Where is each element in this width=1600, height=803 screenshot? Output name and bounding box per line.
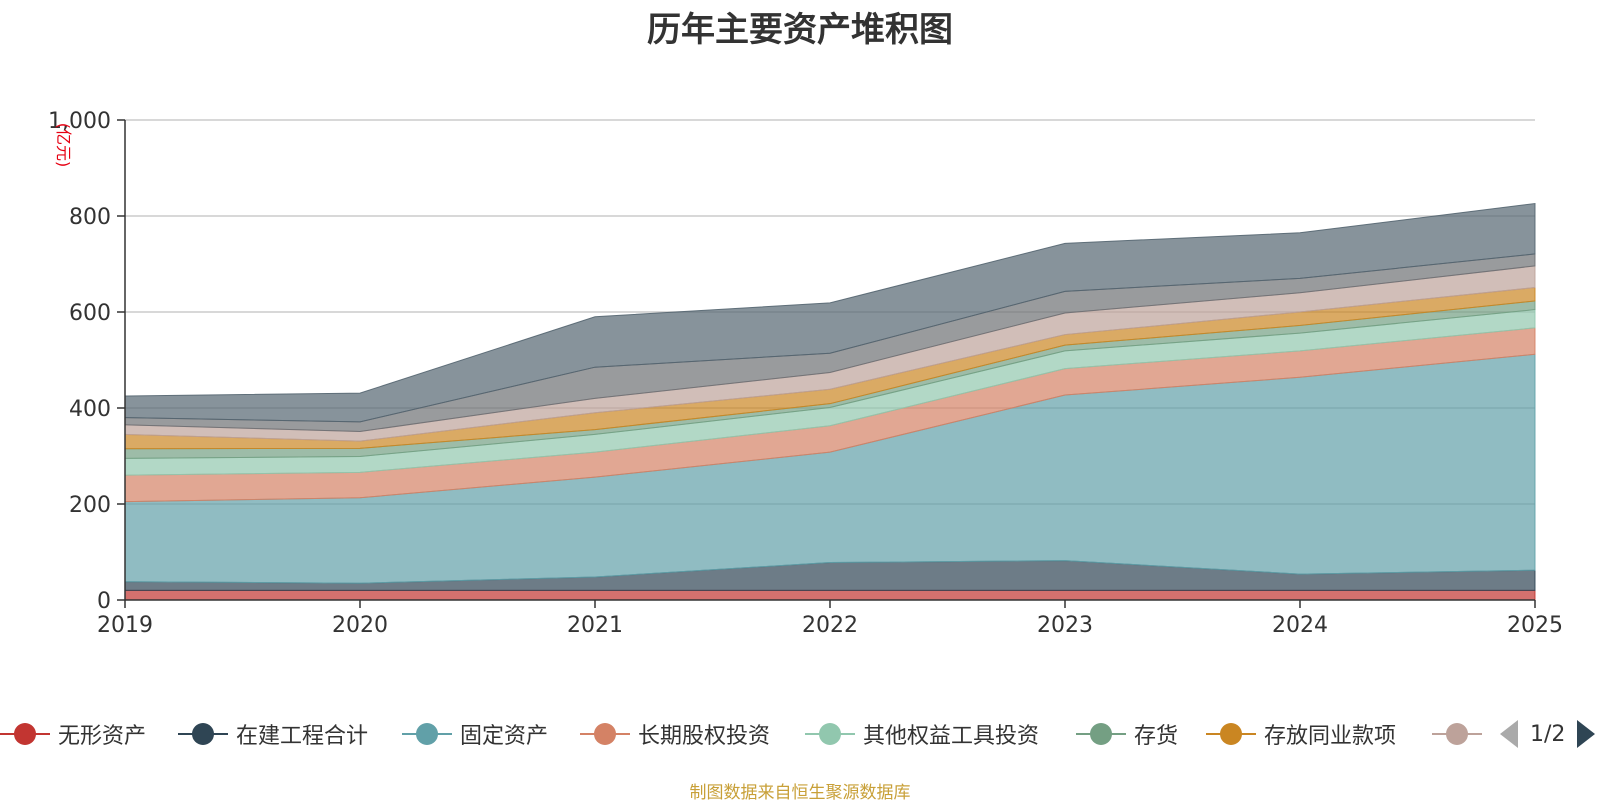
chart-title: 历年主要资产堆积图: [647, 10, 953, 50]
legend-dot: [14, 723, 36, 745]
y-tick-label-200: 200: [69, 493, 111, 518]
area-layer: [124, 202, 1536, 601]
legend-label: 固定资产: [460, 724, 549, 749]
legend-label: 其他权益工具投资: [863, 724, 1040, 749]
legend-label: 存放同业款项: [1264, 724, 1397, 749]
data-source-note: 制图数据来自恒生聚源数据库: [689, 783, 911, 803]
x-tick-label-2024: 2024: [1272, 613, 1328, 638]
y-tick-label-400: 400: [69, 397, 111, 422]
legend-label: 长期股权投资: [638, 724, 771, 749]
y-tick-label-0: 0: [97, 589, 111, 614]
legend-dot: [416, 723, 438, 745]
stacked-area-chart: 0 200 400 600 800 1,000 2019 2020 2021 2022 2023 20…: [48, 109, 1563, 638]
area-series-10: [124, 202, 1536, 423]
legend-item-interbank-deposits[interactable]: 存放同业款项: [1206, 714, 1396, 754]
axis-layer: 0 200 400 600 800 1,000 2019 2020 2021 2022 2023 20…: [48, 109, 1563, 638]
legend-item-other-equity-instruments[interactable]: 其他权益工具投资: [805, 714, 1039, 754]
legend-item-construction-in-progress[interactable]: 在建工程合计: [178, 714, 368, 754]
legend-dot: [1090, 723, 1112, 745]
legend-symbol: [805, 714, 855, 754]
y-axis-unit: (亿元): [54, 123, 73, 168]
legend-label: 存货: [1134, 724, 1179, 749]
x-tick-label-2023: 2023: [1037, 613, 1093, 638]
y-tick-label-800: 800: [69, 205, 111, 230]
legend-item-intangible-assets[interactable]: 无形资产: [0, 714, 146, 754]
legend-dot: [594, 723, 616, 745]
legend-symbol: [1432, 714, 1482, 754]
legend-symbol: [0, 714, 50, 754]
legend-prev-page-icon[interactable]: [1500, 720, 1518, 748]
x-tick-label-2020: 2020: [332, 613, 388, 638]
legend-next-page-icon[interactable]: [1577, 720, 1596, 748]
x-tick-label-2019: 2019: [97, 613, 153, 638]
legend-page-indicator: 1/2: [1530, 721, 1566, 747]
area-series-1: [124, 589, 1536, 601]
legend-dot: [1220, 723, 1242, 745]
legend-item-long-term-equity-investment[interactable]: 长期股权投资: [580, 714, 770, 754]
x-tick-label-2021: 2021: [567, 613, 623, 638]
y-tick-label-1000: 1,000: [48, 109, 111, 134]
legend-item-series-8[interactable]: [1432, 714, 1490, 754]
legend: 无形资产 在建工程合计 固定资产 长期股权投资 其他权益工具投资: [0, 714, 1600, 754]
legend-symbol: [402, 714, 452, 754]
legend-item-fixed-assets[interactable]: 固定资产: [402, 714, 548, 754]
y-tick-label-600: 600: [69, 301, 111, 326]
legend-symbol: [1076, 714, 1126, 754]
legend-item-inventory[interactable]: 存货: [1076, 714, 1178, 754]
legend-label: 在建工程合计: [236, 724, 369, 749]
x-tick-label-2025: 2025: [1507, 613, 1563, 638]
legend-pager: 1/2: [1500, 714, 1596, 754]
legend-dot: [192, 723, 214, 745]
x-tick-label-2022: 2022: [802, 613, 858, 638]
legend-label: 无形资产: [58, 724, 147, 749]
legend-dot: [819, 723, 841, 745]
legend-symbol: [178, 714, 228, 754]
legend-dot: [1446, 723, 1468, 745]
legend-symbol: [1206, 714, 1256, 754]
legend-symbol: [580, 714, 630, 754]
